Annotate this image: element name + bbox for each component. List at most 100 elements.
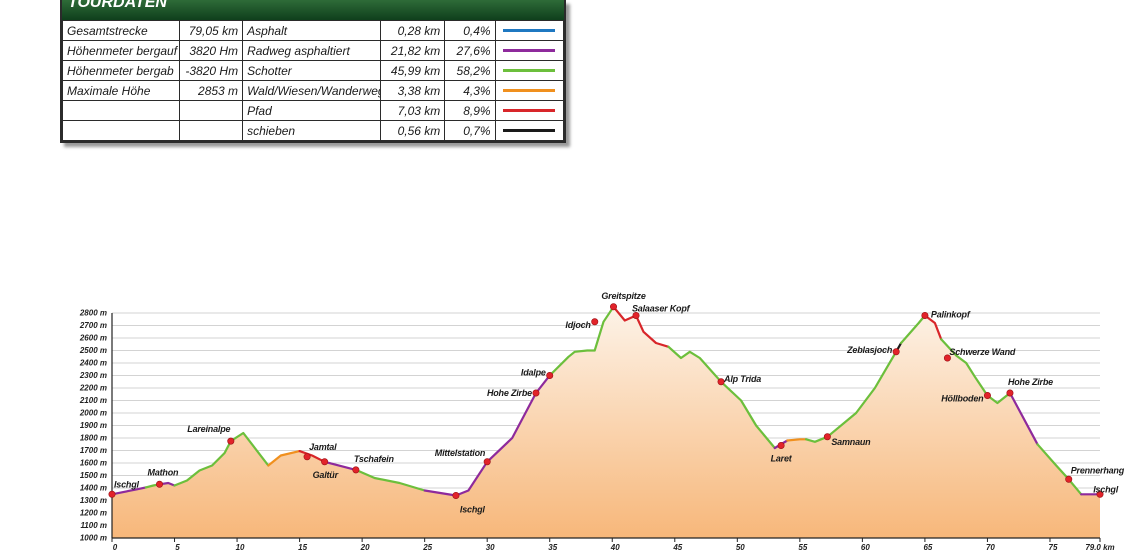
waypoint-marker: [546, 372, 554, 380]
waypoint-label: Schwerze Wand: [949, 347, 1015, 357]
y-tick-label: 1100 m: [80, 521, 107, 530]
surface-color-swatch: [503, 89, 556, 92]
y-tick-label: 1600 m: [80, 459, 107, 468]
waypoint-label: Mathon: [148, 467, 179, 477]
waypoint-marker: [303, 453, 311, 461]
surface-percent: 0,7%: [444, 120, 496, 141]
waypoint-label: Greitspitze: [601, 291, 646, 301]
x-tick-label: 60: [861, 543, 870, 552]
surface-legend-cell: [494, 120, 565, 141]
y-tick-label: 1700 m: [80, 446, 107, 455]
tourdaten-row: schieben 0,56 km 0,7%: [62, 120, 565, 141]
surface-name: Wald/Wiesen/Wanderweg: [242, 80, 381, 101]
x-tick-label: 20: [360, 543, 370, 552]
surface-legend-cell: [494, 40, 565, 61]
elevation-segment: [923, 314, 943, 341]
surface-color-swatch: [503, 109, 556, 112]
waypoint-label: Jamtal: [309, 442, 337, 452]
waypoint-marker: [943, 354, 951, 362]
elevation-segment: [786, 438, 808, 442]
surface-legend-cell: [494, 80, 565, 101]
waypoint-marker: [1065, 475, 1073, 483]
y-tick-label: 1200 m: [80, 509, 107, 518]
y-tick-label: 2200 m: [79, 384, 107, 393]
stat-value: -3820 Hm: [178, 60, 244, 81]
surface-percent: 58,2%: [444, 60, 496, 81]
surface-color-swatch: [503, 29, 556, 32]
waypoints: Ischgl Mathon Lareinalpe Jamtal Galtür Tschaf…: [108, 291, 1125, 515]
waypoint-label: Ischgl: [1093, 484, 1119, 494]
surface-km: 0,56 km: [379, 120, 446, 141]
x-tick-label: 0: [113, 543, 118, 552]
x-tick-label: 79.0 km: [1085, 543, 1114, 552]
surface-km: 3,38 km: [379, 80, 446, 101]
waypoint-label: Prennerhang: [1071, 465, 1125, 475]
surface-km: 21,82 km: [379, 40, 446, 61]
surface-km: 0,28 km: [379, 20, 446, 41]
elevation-segment: [173, 431, 270, 487]
waypoint-marker: [321, 458, 329, 466]
stat-value: 79,05 km: [178, 20, 244, 41]
waypoint-marker: [892, 348, 900, 356]
surface-percent: 27,6%: [444, 40, 496, 61]
waypoint-marker: [1096, 490, 1104, 498]
x-tick-label: 65: [923, 543, 932, 552]
tourdaten-header: TOURDATEN: [62, 0, 564, 20]
surface-color-swatch: [503, 129, 556, 132]
waypoint-label: Ischgl: [460, 505, 486, 515]
surface-name: schieben: [242, 120, 381, 141]
surface-percent: 0,4%: [444, 20, 496, 41]
elevation-segment: [267, 450, 301, 467]
x-tick-label: 55: [798, 543, 807, 552]
waypoint-label: Lareinalpe: [187, 424, 230, 434]
surface-name: Schotter: [242, 60, 381, 81]
stat-value: 3820 Hm: [178, 40, 244, 61]
x-tick-label: 15: [298, 543, 307, 552]
x-tick-label: 25: [422, 543, 432, 552]
waypoint-label: Idjoch: [565, 320, 591, 330]
stat-label: [62, 100, 180, 121]
elevation-segment: [1036, 443, 1083, 496]
waypoint-marker: [591, 318, 599, 326]
waypoint-label: Hohe Zirbe: [1008, 377, 1053, 387]
waypoint-marker: [983, 392, 991, 400]
elevation-segment: [548, 305, 615, 377]
tourdaten-title: TOURDATEN: [68, 0, 167, 11]
elevation-segment: [1008, 391, 1039, 446]
elevation-area: [112, 306, 1100, 538]
y-tick-label: 2400 m: [79, 359, 107, 368]
tourdaten-row: Maximale Höhe 2853 m Wald/Wiesen/Wanderweg…: [62, 80, 565, 101]
elevation-segment: [354, 468, 426, 492]
surface-legend-cell: [494, 20, 565, 41]
y-tick-label: 2800 m: [79, 309, 107, 318]
tourdaten-row: Höhenmeter bergab -3820 Hm Schotter 45,99 k…: [62, 60, 565, 81]
tourdaten-body: Gesamtstrecke 79,05 km Asphalt 0,28 km 0,4% H…: [62, 20, 565, 141]
tourdaten-row: Gesamtstrecke 79,05 km Asphalt 0,28 km 0,4%: [62, 20, 565, 41]
surface-name: Radweg asphaltiert: [242, 40, 381, 61]
elevation-segment: [298, 450, 326, 463]
surface-km: 45,99 km: [379, 60, 446, 81]
stat-label: [62, 120, 180, 141]
surface-color-swatch: [503, 69, 556, 72]
waypoint-label: Galtür: [313, 470, 339, 480]
waypoint-marker: [483, 458, 491, 466]
waypoint-marker: [777, 442, 785, 450]
x-tick-label: 70: [986, 543, 995, 552]
waypoint-label: Idalpe: [521, 368, 546, 378]
waypoint-marker: [823, 433, 831, 441]
surface-name: Asphalt: [242, 20, 381, 41]
waypoint-marker: [717, 378, 725, 386]
x-tick-label: 45: [672, 543, 682, 552]
waypoint-marker: [156, 480, 164, 488]
stat-label: Maximale Höhe: [62, 80, 180, 101]
waypoint-label: Samnaun: [831, 437, 871, 447]
stat-label: Höhenmeter bergab: [62, 60, 180, 81]
surface-km: 7,03 km: [379, 100, 446, 121]
tourdaten-row: Höhenmeter bergauf 3820 Hm Radweg asphalti…: [62, 40, 565, 61]
surface-percent: 8,9%: [444, 100, 496, 121]
x-tick-label: 50: [736, 543, 745, 552]
stat-label: Höhenmeter bergauf: [62, 40, 180, 61]
waypoint-marker: [452, 492, 460, 500]
elevation-segment: [612, 305, 670, 348]
y-tick-label: 2300 m: [79, 371, 107, 380]
